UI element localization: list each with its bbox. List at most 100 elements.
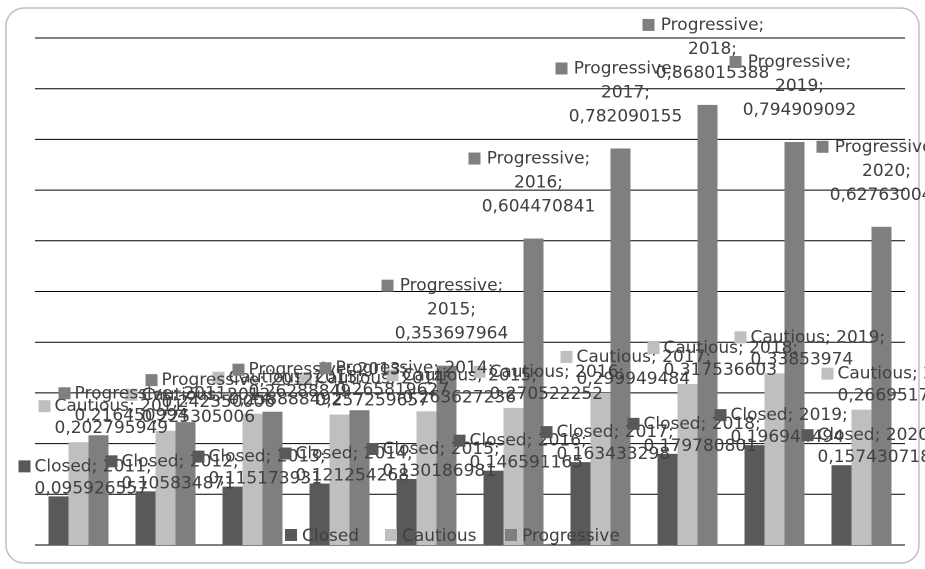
label-sep: ; <box>320 447 326 467</box>
data-label: Closed; 2020;0,157430718 <box>801 425 925 467</box>
label-series: Closed <box>209 447 266 467</box>
label-value: 0,225305006 <box>142 407 256 427</box>
data-label-text: Cautious; 2011; 0,202795949 <box>55 396 190 438</box>
data-label: Cautious; 2015;0,263627236 <box>386 365 538 407</box>
bar <box>88 435 109 545</box>
legend-label: Closed <box>302 526 359 546</box>
data-label: Cautious; 2017; 0,299949484 <box>560 347 711 389</box>
data-label-text: Progressive; 2018; 0,868015388 <box>656 15 770 83</box>
bar <box>262 411 283 545</box>
label-category: 2012 <box>227 385 270 405</box>
data-label-text: Progressive; 2019; 0,794909092 <box>743 52 857 120</box>
data-label-text: Progressive; 2016; 0,604470841 <box>482 149 596 217</box>
label-sep: ; <box>407 444 413 464</box>
label-key <box>821 367 834 380</box>
label-key <box>386 369 399 382</box>
data-label-text: Closed; 2018; 0,179780801 <box>644 414 761 456</box>
bar <box>570 462 591 545</box>
data-label-text: Cautious; 2015;0,263627236 <box>403 365 538 407</box>
data-label: Closed; 2019; 0,196944494 <box>714 405 848 447</box>
label-sep: ; <box>183 396 189 416</box>
label-series: Progressive <box>162 370 260 390</box>
label-sep: ; <box>259 370 270 390</box>
label-category: 2011 <box>140 396 183 416</box>
label-value: 0,163433298 <box>557 444 671 464</box>
data-label: Closed; 2018; 0,179780801 <box>627 414 761 456</box>
label-series: Closed <box>644 414 701 434</box>
label-sep: ; <box>731 39 737 59</box>
label-sep: ; <box>618 362 624 382</box>
label-value: 0,258888492 <box>229 390 343 410</box>
label-sep: ; <box>227 383 233 403</box>
data-label-text: Progressive; 2017; 0,782090155 <box>569 58 683 126</box>
data-label: Progressive; 2015; 0,353697964 <box>381 276 509 344</box>
label-category: 2018 <box>749 338 792 358</box>
label-sep: ; <box>353 444 364 464</box>
data-label-text: Progressive; 2011; 0,216450994 <box>75 383 233 425</box>
bar <box>523 238 544 546</box>
label-value: 0,265819627 <box>336 380 450 400</box>
label-key <box>145 374 158 387</box>
label-value: 0,202795949 <box>55 418 169 438</box>
data-label: Progressive; 2011; 0,216450994 <box>58 383 233 425</box>
label-key <box>560 350 573 363</box>
data-label: Progressive;2020;0,627630041 <box>816 137 925 205</box>
bar <box>657 453 678 545</box>
label-value: 0,146591165 <box>470 453 584 473</box>
bar <box>349 410 370 545</box>
label-sep: ; <box>792 338 798 358</box>
bar <box>135 491 156 545</box>
label-sep: ; <box>846 52 852 72</box>
label-category: 2019 <box>775 76 818 96</box>
bar <box>329 414 350 545</box>
bar <box>744 445 765 545</box>
label-sep: ; <box>146 456 152 476</box>
bar <box>436 365 457 545</box>
label-sep: ; <box>705 347 711 367</box>
label-value: 0,353697964 <box>395 324 509 344</box>
data-label-text: Progressive; 2015; 0,353697964 <box>395 276 509 344</box>
label-sep: ; <box>701 414 712 434</box>
label-value: 0,627630041 <box>830 185 925 205</box>
label-category: 2015 <box>488 365 531 385</box>
label-key <box>714 409 727 422</box>
data-label-text: Progressive;2020;0,627630041 <box>830 137 925 205</box>
label-key <box>381 279 394 292</box>
data-label: Cautious; 2012; 0,225305006 <box>125 385 276 427</box>
label-sep: ; <box>179 451 190 471</box>
label-key <box>468 152 481 165</box>
label-value: 0,270522252 <box>490 384 604 404</box>
label-series: Progressive <box>336 358 434 378</box>
label-category: 2015 <box>427 300 470 320</box>
label-sep: ; <box>266 447 277 467</box>
label-value: 0,095926557 <box>35 478 149 498</box>
label-value: 0,604470841 <box>482 197 596 217</box>
label-series: Cautious <box>577 347 652 367</box>
label-sep: ; <box>672 58 678 78</box>
label-key <box>816 140 829 153</box>
label-sep: ; <box>825 327 836 347</box>
label-sep: ; <box>527 431 538 451</box>
label-sep: ; <box>433 358 444 378</box>
label-sep: ; <box>557 173 563 193</box>
bar <box>677 384 698 545</box>
data-label: Progressive; 2018; 0,868015388 <box>642 15 770 83</box>
label-sep: ; <box>172 383 183 403</box>
label-category: 2018 <box>688 39 731 59</box>
label-sep: ; <box>531 365 537 385</box>
label-key <box>105 455 118 468</box>
bar <box>155 430 176 545</box>
legend-key <box>505 529 517 541</box>
label-value: 0,33853974 <box>751 349 854 369</box>
label-series: Closed <box>818 425 875 445</box>
bar <box>831 465 852 545</box>
label-key <box>627 417 640 430</box>
label-sep: ; <box>818 76 824 96</box>
bar <box>48 496 69 545</box>
label-value: 0,317536603 <box>664 360 778 380</box>
label-sep: ; <box>614 422 625 442</box>
label-sep: ; <box>233 451 239 471</box>
label-value: 0,26288849 <box>249 382 352 402</box>
label-sep: ; <box>842 405 848 425</box>
